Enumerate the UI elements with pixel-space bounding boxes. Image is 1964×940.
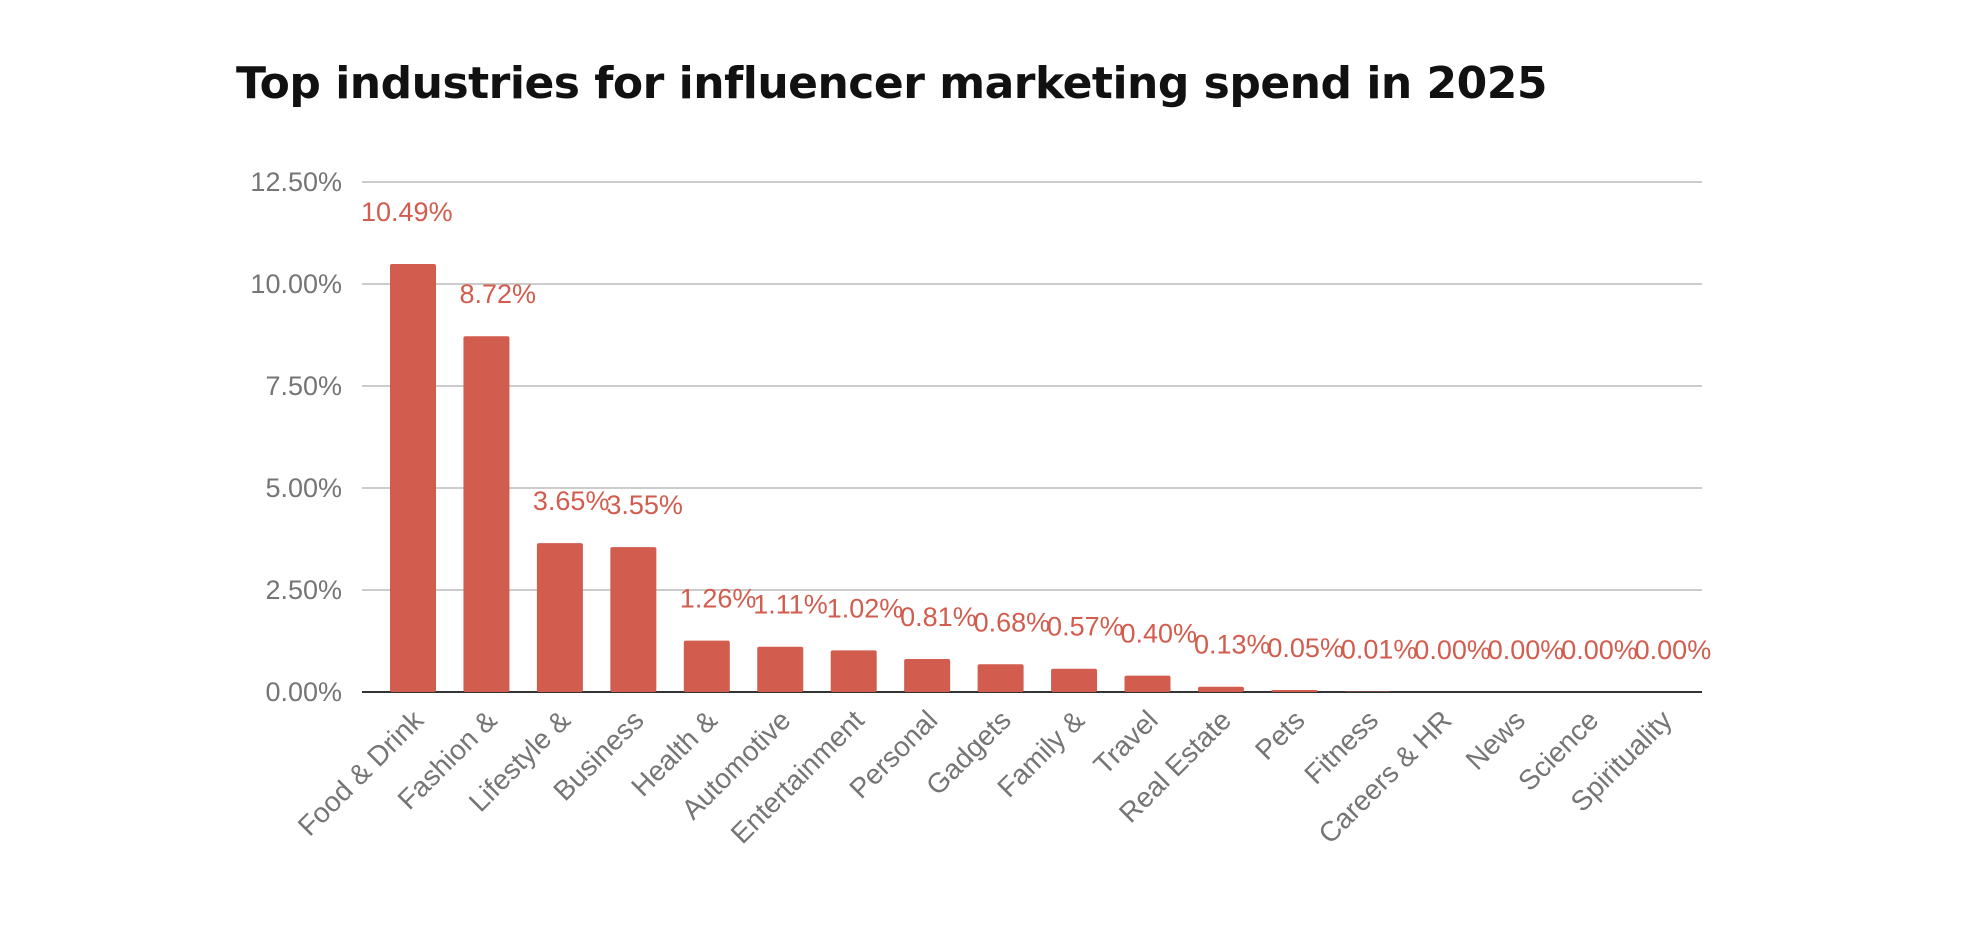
data-label: 1.26% (680, 584, 757, 614)
data-label: 0.00% (1414, 635, 1491, 665)
bar (977, 664, 1024, 692)
bar (904, 658, 951, 692)
bar (1271, 689, 1318, 692)
bar (463, 336, 510, 692)
data-label: 0.01% (1341, 635, 1418, 665)
data-label: 1.02% (827, 593, 904, 623)
data-label: 8.72% (459, 279, 536, 309)
y-tick-label: 0.00% (265, 677, 342, 707)
data-label: 0.00% (1635, 635, 1712, 665)
y-tick-label: 5.00% (265, 473, 342, 503)
bar (683, 640, 730, 692)
x-tick-label: News (1460, 704, 1531, 775)
data-label: 1.11% (753, 590, 828, 620)
data-label: 3.55% (606, 490, 683, 520)
data-label: 0.57% (1047, 612, 1124, 642)
data-labels: 10.49% 8.72% 3.65%3.55% 1.26%1.11%1.02%0.81… (361, 197, 1711, 665)
gridlines (362, 181, 1702, 693)
bar (1197, 686, 1244, 692)
data-label: 3.65% (533, 486, 610, 516)
data-label: 0.40% (1121, 619, 1198, 649)
data-label: 0.68% (974, 607, 1051, 637)
bar (1051, 668, 1098, 692)
chart-title: Top industries for influencer marketing … (236, 58, 1548, 109)
bar (536, 543, 583, 692)
bar (830, 650, 877, 692)
data-label: 0.05% (1267, 633, 1344, 663)
x-tick-label: Careers & HR (1312, 704, 1457, 849)
y-tick-label: 2.50% (265, 575, 342, 605)
bar (757, 646, 804, 692)
data-label: 0.81% (900, 602, 977, 632)
y-tick-label: 7.50% (265, 371, 342, 401)
x-tick-label: Food & Drink (292, 704, 430, 842)
y-axis-ticks: 0.00% 2.50% 5.00% 7.50% 10.00% 12.50% (250, 167, 342, 707)
bar (610, 547, 657, 692)
y-tick-label: 12.50% (250, 167, 342, 197)
data-label: 0.13% (1194, 630, 1271, 660)
bar (1124, 675, 1171, 692)
bars (390, 264, 1391, 692)
y-tick-label: 10.00% (250, 269, 342, 299)
x-tick-label: Pets (1249, 704, 1311, 766)
data-label: 0.00% (1488, 635, 1565, 665)
bar (390, 264, 436, 692)
data-label: 10.49% (361, 197, 453, 227)
data-label: 0.00% (1561, 635, 1638, 665)
